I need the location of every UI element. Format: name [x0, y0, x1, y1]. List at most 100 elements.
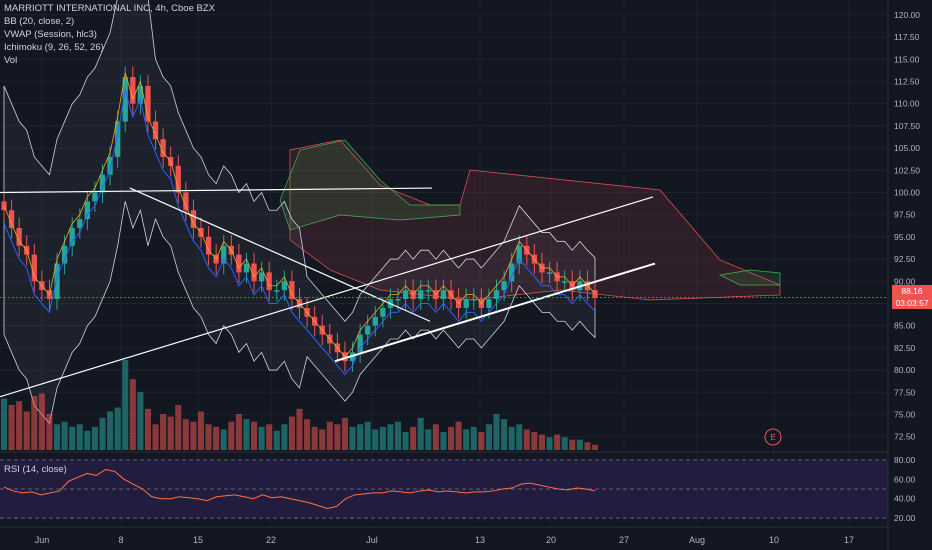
price-tick-label: 100.00	[894, 187, 920, 197]
candle-body	[130, 77, 136, 104]
volume-bar	[463, 429, 470, 450]
last-price-tag: 88.16	[892, 285, 932, 297]
price-axis	[888, 0, 932, 550]
volume-bar	[175, 405, 182, 450]
volume-bar	[561, 437, 568, 450]
trendline	[0, 187, 433, 194]
price-tick-label: 77.50	[894, 387, 916, 397]
indicator-vol[interactable]: Vol	[4, 55, 18, 66]
candle-body	[486, 299, 492, 308]
volume-bar	[364, 421, 371, 450]
volume-bar	[311, 426, 318, 450]
candle-body	[402, 290, 409, 300]
volume-bar	[425, 429, 432, 450]
candle-body	[418, 290, 424, 300]
volume-bar	[357, 424, 364, 450]
candle-body	[357, 334, 363, 353]
indicator-vwap[interactable]: VWAP (Session, hlc3)	[4, 29, 97, 40]
price-tick-label: 110.00	[894, 99, 920, 109]
volume-bar	[197, 411, 205, 450]
candle-body	[592, 290, 598, 298]
price-tick-label: 107.50	[894, 121, 920, 131]
volume-bar	[144, 408, 151, 450]
volume-bar	[258, 426, 265, 450]
candle-body	[122, 77, 128, 122]
volume-bar	[531, 432, 538, 450]
candle-body	[281, 281, 287, 291]
candle-body	[372, 316, 378, 326]
volume-bar	[584, 442, 591, 450]
volume-bar	[591, 444, 599, 450]
rsi-tick-label: 40.00	[894, 494, 916, 504]
candle-body	[115, 121, 121, 157]
volume-bar	[137, 392, 144, 450]
volume-bar	[410, 426, 417, 450]
volume-bar	[417, 417, 424, 450]
candle-body	[31, 254, 37, 282]
volume-bar	[455, 421, 462, 450]
volume-bar	[84, 430, 91, 450]
volume-bar	[349, 426, 356, 450]
candle-body	[8, 210, 15, 228]
trendline	[129, 187, 431, 322]
candle-body	[258, 272, 265, 282]
rsi-tick-label: 20.00	[894, 513, 916, 523]
candle-body	[546, 272, 553, 274]
rsi-tick-label: 80.00	[894, 455, 916, 465]
time-tick-label: 8	[118, 535, 123, 545]
volume-bar	[266, 424, 273, 450]
candle-body	[145, 85, 151, 122]
time-tick-label: 10	[769, 535, 779, 545]
volume-bar	[152, 424, 159, 450]
candle-body	[92, 192, 98, 202]
rsi-legend[interactable]: RSI (14, close)	[4, 464, 67, 475]
volume-bar	[546, 437, 553, 450]
volume-bar	[379, 426, 386, 450]
candle-body	[236, 254, 242, 273]
candle-body	[183, 192, 189, 211]
bollinger-bands	[3, 0, 596, 425]
earnings-marker-label: E	[770, 433, 775, 442]
volume-bar	[251, 421, 258, 450]
volume-bar	[122, 360, 129, 450]
volume-bar	[38, 393, 45, 450]
volume-bar	[31, 396, 38, 450]
volume-bar	[16, 401, 23, 450]
kumo-bull	[279, 139, 461, 231]
volume-bar	[501, 419, 508, 450]
time-tick-label: Jul	[366, 535, 378, 545]
indicator-bb[interactable]: BB (20, close, 2)	[4, 16, 75, 27]
rsi-line	[3, 469, 596, 509]
time-tick-label: 22	[266, 535, 276, 545]
time-tick-label: 20	[546, 535, 556, 545]
candle-body	[205, 236, 212, 255]
candle-body	[365, 325, 371, 335]
indicator-ichimoku[interactable]: Ichimoku (9, 26, 52, 26)	[4, 42, 104, 53]
volume-bar	[326, 421, 333, 450]
candle-body	[99, 174, 106, 193]
volume-bar	[129, 379, 136, 450]
volume-bar	[8, 405, 15, 450]
time-tick-label: 15	[193, 535, 203, 545]
candle-body	[501, 281, 507, 291]
price-tick-label: 117.50	[894, 32, 920, 42]
candle-body	[274, 290, 280, 292]
time-tick-label: 17	[844, 535, 854, 545]
ichimoku-cloud	[279, 139, 781, 301]
candle-body	[395, 299, 401, 301]
price-tick-label: 92.50	[894, 254, 916, 264]
volume-bar	[69, 426, 76, 450]
symbol-title: MARRIOTT INTERNATIONAL INC, 4h, Cboe BZX	[4, 3, 215, 14]
price-tick-label: 105.00	[894, 143, 920, 153]
volume-bar	[213, 426, 220, 450]
trendline	[334, 262, 656, 363]
candle-body	[107, 156, 113, 175]
candle-body	[471, 299, 477, 301]
volume-bar	[235, 414, 242, 450]
volume-bar	[288, 416, 295, 450]
chart-legend: MARRIOTT INTERNATIONAL INC, 4h, Cboe BZX…	[4, 2, 215, 67]
countdown-tag: 03:03:57	[892, 297, 932, 309]
volume-bar	[190, 421, 197, 450]
